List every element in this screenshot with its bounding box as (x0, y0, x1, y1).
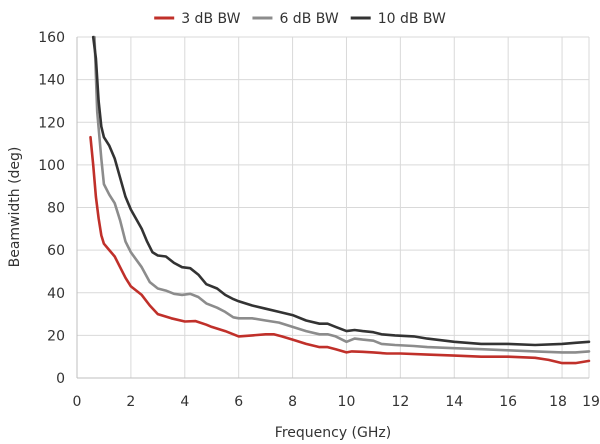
x-tick-label: 16 (499, 394, 517, 410)
legend-label: 10 dB BW (378, 11, 446, 27)
legend: 3 dB BW 6 dB BW 10 dB BW (154, 11, 446, 27)
y-tick-label: 20 (47, 328, 65, 344)
legend-item-1: 3 dB BW (154, 11, 241, 27)
x-tick-label: 6 (234, 394, 243, 410)
legend-item-3: 10 dB BW (350, 11, 446, 27)
series-line-2 (93, 35, 591, 354)
y-tick-label: 160 (38, 30, 65, 46)
axes (76, 37, 589, 379)
x-tick-label: 14 (445, 394, 463, 410)
y-tick-label: 60 (47, 243, 65, 259)
y-tick-label: 0 (56, 371, 65, 387)
y-axis-title: Beamwidth (deg) (7, 147, 23, 268)
legend-label: 6 dB BW (279, 11, 338, 27)
series-line-1 (89, 135, 591, 365)
legend-label: 3 dB BW (181, 11, 240, 27)
x-tick-label: 2 (126, 394, 135, 410)
x-axis-title: Frequency (GHz) (275, 425, 391, 441)
x-tick-labels: 0 2 4 6 8 10 12 14 16 18 19 (73, 394, 600, 410)
x-tick-label: 12 (391, 394, 409, 410)
y-tick-label: 100 (38, 158, 65, 174)
x-tick-label: 4 (180, 394, 189, 410)
x-tick-label: 19 (582, 394, 600, 410)
series-line-3 (91, 35, 591, 347)
x-tick-label: 18 (549, 394, 567, 410)
y-tick-label: 120 (38, 115, 65, 131)
x-tick-label: 10 (338, 394, 356, 410)
legend-item-2: 6 dB BW (252, 11, 339, 27)
series-lines (89, 35, 591, 365)
y-tick-labels: 0 20 40 60 80 100 120 140 160 (38, 30, 65, 387)
y-tick-label: 80 (47, 201, 65, 217)
x-tick-label: 8 (288, 394, 297, 410)
y-tick-label: 40 (47, 286, 65, 302)
grid (77, 36, 590, 378)
x-tick-label: 0 (73, 394, 82, 410)
y-tick-label: 140 (38, 73, 65, 89)
